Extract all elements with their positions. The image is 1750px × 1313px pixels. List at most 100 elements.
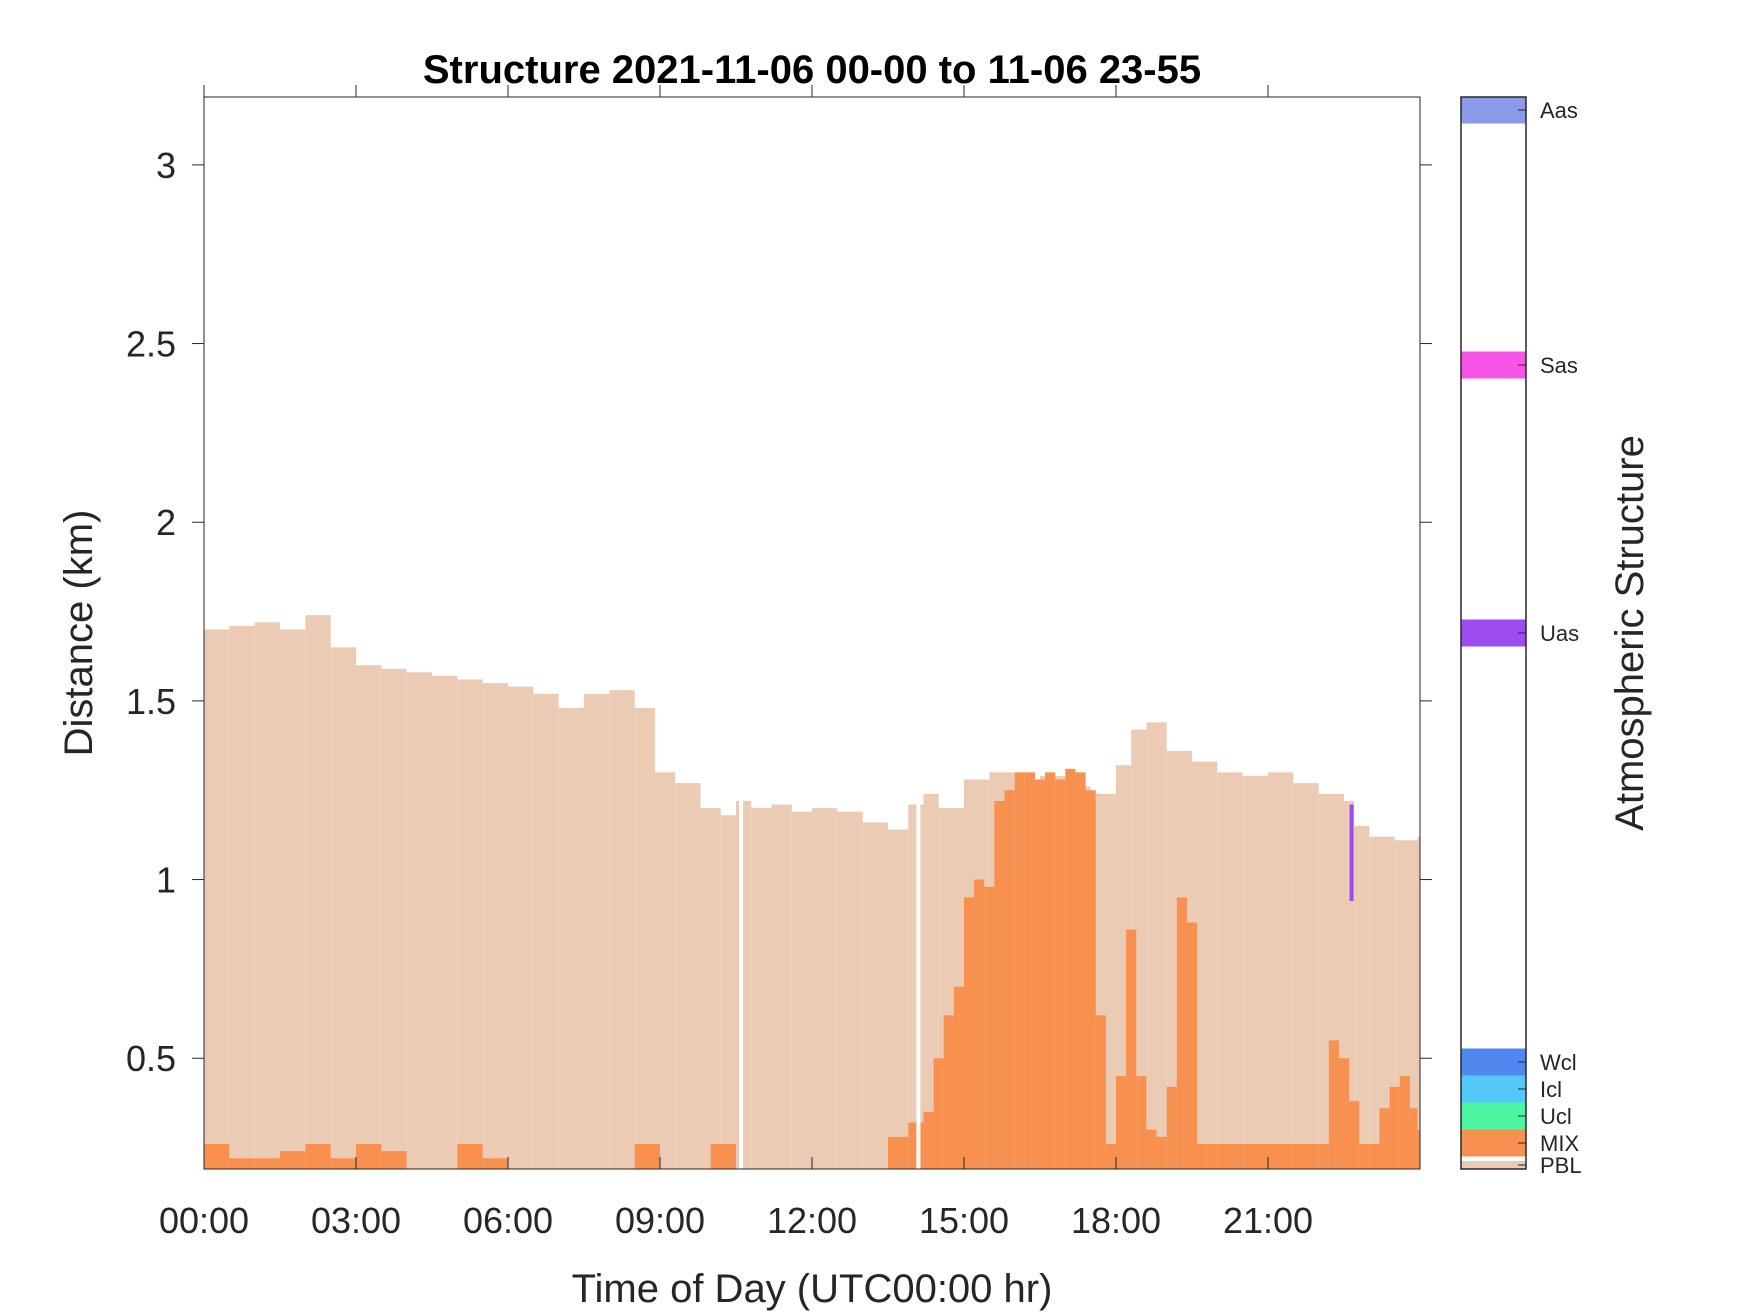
mix-bar	[1207, 1143, 1218, 1169]
mix-bar	[953, 986, 964, 1169]
mix-bar	[1338, 1058, 1350, 1169]
pbl-bar	[356, 665, 382, 1169]
mix-bar	[356, 1143, 382, 1169]
mix-bar	[1136, 1076, 1147, 1169]
pbl-bar	[406, 672, 432, 1169]
mix-bar	[923, 1111, 934, 1169]
mix-bar	[1034, 779, 1046, 1169]
pbl-bar	[1242, 775, 1268, 1169]
x-tick-label: 06:00	[463, 1200, 553, 1241]
colorbar-swatch-uas	[1461, 619, 1526, 647]
pbl-bar	[1354, 825, 1370, 1169]
y-tick-label: 2.5	[126, 324, 176, 365]
mix-bar	[1417, 1129, 1420, 1169]
y-axis: 0.5 1 1.5 2 2.5 3	[126, 145, 1432, 1079]
pbl-bar	[558, 708, 584, 1169]
mix-bar	[305, 1143, 331, 1169]
colorbar-swatch-icl	[1461, 1075, 1526, 1103]
mix-bar	[1359, 1143, 1370, 1169]
pbl-bar	[862, 822, 888, 1169]
mix-bar	[1268, 1143, 1294, 1169]
pbl-bar	[908, 804, 924, 1169]
pbl-bar	[1146, 722, 1167, 1169]
x-tick-label: 12:00	[767, 1200, 857, 1241]
mix-bar	[280, 1151, 306, 1169]
mix-bar	[888, 1136, 909, 1169]
pbl-bar	[720, 815, 736, 1169]
data-gap	[916, 97, 921, 1169]
x-tick-label: 00:00	[159, 1200, 249, 1241]
pbl-bar	[482, 683, 508, 1169]
mix-bar	[1105, 1143, 1116, 1169]
mix-bar	[1242, 1143, 1268, 1169]
x-tick-label: 09:00	[615, 1200, 705, 1241]
series-layer	[204, 97, 1420, 1169]
colorbar-swatch-sas	[1461, 351, 1526, 379]
y-tick-label: 1.5	[126, 681, 176, 722]
mix-bar	[1085, 790, 1096, 1169]
colorbar-swatch-ucl	[1461, 1102, 1526, 1130]
mix-bar	[1399, 1076, 1410, 1169]
colorbar-label-icl: Icl	[1540, 1077, 1562, 1102]
colorbar-title: Atmospheric Structure	[1608, 435, 1652, 831]
colorbar-label-sas: Sas	[1540, 353, 1578, 378]
mix-bar	[330, 1158, 356, 1169]
colorbar-label-uas: Uas	[1540, 621, 1579, 646]
pbl-bar	[229, 625, 255, 1169]
pbl-bar	[837, 811, 863, 1169]
series-uas	[1349, 804, 1354, 901]
chart-title: Structure 2021-11-06 00-00 to 11-06 23-5…	[423, 48, 1201, 92]
pbl-bar	[634, 708, 655, 1169]
pbl-bar	[812, 808, 838, 1169]
mix-bar	[1004, 790, 1015, 1169]
colorbar-swatch-aas	[1461, 96, 1526, 124]
pbl-bar	[609, 690, 635, 1169]
uas-segment	[1349, 804, 1354, 901]
mix-bar	[1065, 768, 1076, 1169]
mix-bar	[984, 886, 995, 1169]
x-tick-label: 18:00	[1071, 1200, 1161, 1241]
pbl-bar	[1344, 800, 1355, 1169]
mix-bar	[1156, 1136, 1167, 1169]
pbl-bar	[675, 783, 701, 1169]
y-tick-label: 2	[156, 502, 176, 543]
mix-bar	[229, 1158, 255, 1169]
mix-bar	[1045, 772, 1056, 1169]
pbl-bar	[1268, 772, 1294, 1169]
mix-bar	[1293, 1143, 1319, 1169]
colorbar-label-ucl: Ucl	[1540, 1104, 1572, 1129]
colorbar-swatch-mix	[1461, 1129, 1526, 1157]
pbl-bar	[330, 647, 356, 1169]
pbl-bar	[654, 772, 676, 1169]
mix-bar	[908, 1122, 924, 1169]
mix-bar	[1379, 1108, 1390, 1169]
mix-bar	[1095, 1015, 1106, 1169]
data-gap	[739, 97, 744, 1169]
pbl-bar	[457, 679, 483, 1169]
mix-bar	[1176, 897, 1187, 1169]
mix-bar	[1126, 929, 1137, 1169]
colorbar-swatch-wcl	[1461, 1048, 1526, 1076]
x-tick-label: 15:00	[919, 1200, 1009, 1241]
pbl-bar	[1293, 783, 1319, 1169]
mix-bar	[1186, 922, 1198, 1169]
series-mix	[204, 768, 1420, 1169]
pbl-bar	[771, 804, 792, 1169]
mix-bar	[1024, 772, 1035, 1169]
colorbar-label-pbl: PBL	[1540, 1153, 1582, 1178]
pbl-bar	[204, 629, 230, 1169]
mix-bar	[710, 1143, 736, 1169]
y-tick-label: 3	[156, 145, 176, 186]
pbl-bar	[736, 800, 752, 1169]
mix-bar	[933, 1058, 944, 1169]
pbl-bar	[254, 622, 280, 1169]
colorbar-frame	[1460, 96, 1527, 1170]
mix-bar	[974, 879, 985, 1169]
mix-bar	[254, 1158, 280, 1169]
mix-bar	[1369, 1143, 1380, 1169]
y-axis-title: Distance (km)	[57, 510, 101, 757]
x-tick-label: 03:00	[311, 1200, 401, 1241]
mix-bar	[1146, 1129, 1157, 1169]
